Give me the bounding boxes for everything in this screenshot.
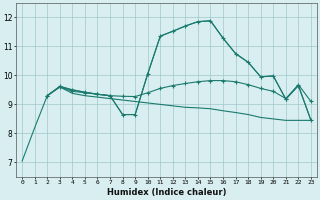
- X-axis label: Humidex (Indice chaleur): Humidex (Indice chaleur): [107, 188, 226, 197]
